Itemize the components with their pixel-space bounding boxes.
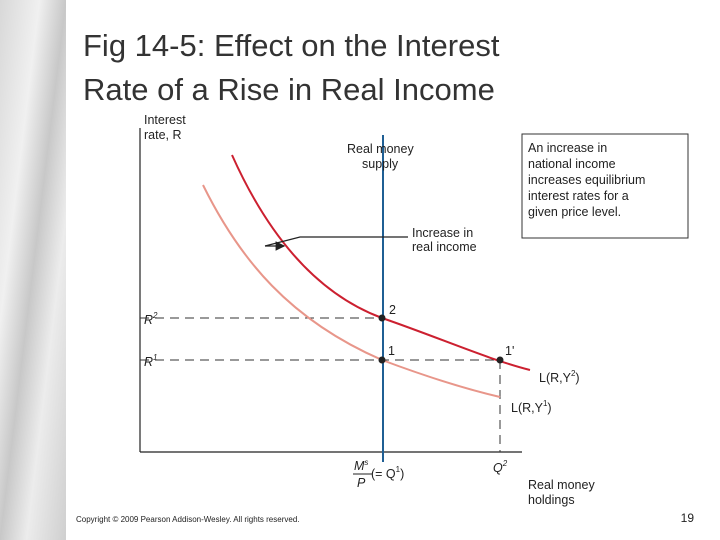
y-axis-label: rate, R — [144, 128, 182, 142]
q2-sup: 2 — [502, 459, 508, 468]
curve-text: ) — [547, 401, 551, 415]
title-line: Rate of a Rise in Real Income — [83, 72, 495, 107]
r1-text: R — [144, 355, 153, 369]
q1-text: (= Q — [371, 467, 396, 481]
equilibrium-point — [378, 356, 386, 364]
point-label: 1 — [388, 344, 395, 358]
r2-sup: 2 — [152, 311, 158, 320]
note-line: national income — [528, 157, 616, 171]
ms-sup: s — [364, 458, 368, 467]
q2-label: Q2 — [493, 459, 508, 475]
shift-label: Increase in — [412, 226, 473, 240]
point-label: 1' — [505, 344, 514, 358]
note-line: given price level. — [528, 205, 621, 219]
q1-label: (= Q1) — [371, 465, 404, 481]
r2-text: R — [144, 313, 153, 327]
note-line: An increase in — [528, 141, 607, 155]
curve-label: L(R,Y1) — [511, 399, 552, 415]
supply-label: supply — [362, 157, 399, 171]
y-axis-label: Interest — [144, 113, 186, 127]
curve-label: L(R,Y2) — [539, 369, 580, 385]
curve-text: L(R,Y — [511, 401, 544, 415]
equilibrium-point — [378, 314, 386, 322]
marble-strip — [0, 0, 66, 540]
title-line: Fig 14-5: Effect on the Interest — [83, 28, 500, 63]
note-line: increases equilibrium — [528, 173, 645, 187]
copyright: Copyright © 2009 Pearson Addison-Wesley.… — [76, 515, 300, 524]
r1-label: R1 — [144, 353, 157, 369]
q2-text: Q — [493, 461, 503, 475]
r2-label: R2 — [144, 311, 158, 327]
page-number: 19 — [681, 511, 695, 525]
shift-label: real income — [412, 240, 477, 254]
q1-text: ) — [400, 467, 404, 481]
demand-curve-y1 — [202, 184, 501, 398]
r1-sup: 1 — [153, 353, 157, 362]
curve-text: L(R,Y — [539, 371, 572, 385]
ms-num: M — [354, 459, 365, 473]
ms-label: Ms — [354, 458, 368, 473]
supply-label: Real money — [347, 142, 414, 156]
x-axis-label: Real money — [528, 478, 595, 492]
curve-sup: 1 — [543, 399, 548, 408]
demand-curve-y2 — [231, 154, 531, 371]
note-line: interest rates for a — [528, 189, 629, 203]
curve-text: ) — [575, 371, 579, 385]
point-label: 2 — [389, 303, 396, 317]
equilibrium-point — [496, 356, 504, 364]
q1-sup: 1 — [396, 465, 401, 474]
note-box — [521, 133, 689, 239]
curve-sup: 2 — [571, 369, 576, 378]
x-axis-label: holdings — [528, 493, 575, 507]
ms-den: P — [357, 476, 366, 490]
